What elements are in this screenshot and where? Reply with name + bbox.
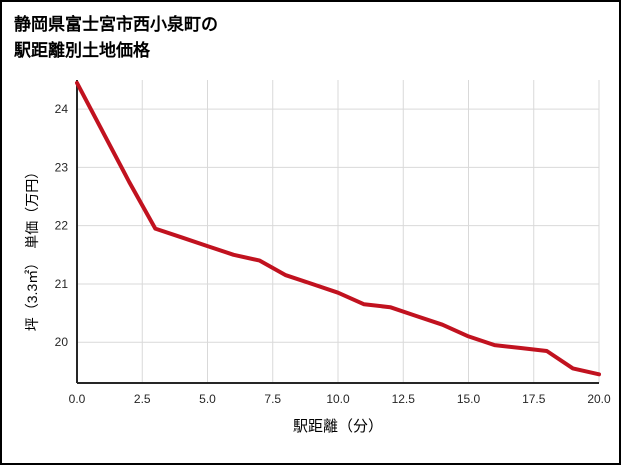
y-tick-label: 23 [55, 160, 69, 174]
x-tick-label: 15.0 [457, 392, 481, 406]
x-tick-label: 20.0 [587, 392, 611, 406]
x-tick-label: 5.0 [199, 392, 216, 406]
y-tick-label: 20 [55, 335, 69, 349]
y-tick-label: 24 [55, 102, 69, 116]
y-tick-label: 22 [55, 219, 69, 233]
chart-title: 静岡県富士宮市西小泉町の 駅距離別土地価格 [14, 12, 619, 63]
chart-title-line1: 静岡県富士宮市西小泉町の [14, 15, 218, 34]
x-tick-label: 0.0 [69, 392, 86, 406]
y-tick-label: 21 [55, 277, 69, 291]
x-tick-label: 2.5 [134, 392, 151, 406]
chart-svg: 0.0 2.5 5.0 7.5 10.0 12.5 15.0 17.5 20.0 20 21 22 23… [55, 80, 611, 435]
x-tick-label: 10.0 [326, 392, 350, 406]
y-axis-label: 坪（3.3㎡） 単価（万円） [24, 164, 40, 332]
x-axis-label: 駅距離（分） [293, 417, 383, 435]
x-tick-label: 12.5 [392, 392, 416, 406]
x-tick-label: 17.5 [522, 392, 546, 406]
chart-title-line2: 駅距離別土地価格 [14, 40, 150, 60]
price-line-series [75, 80, 601, 377]
x-tick-label: 7.5 [264, 392, 281, 406]
